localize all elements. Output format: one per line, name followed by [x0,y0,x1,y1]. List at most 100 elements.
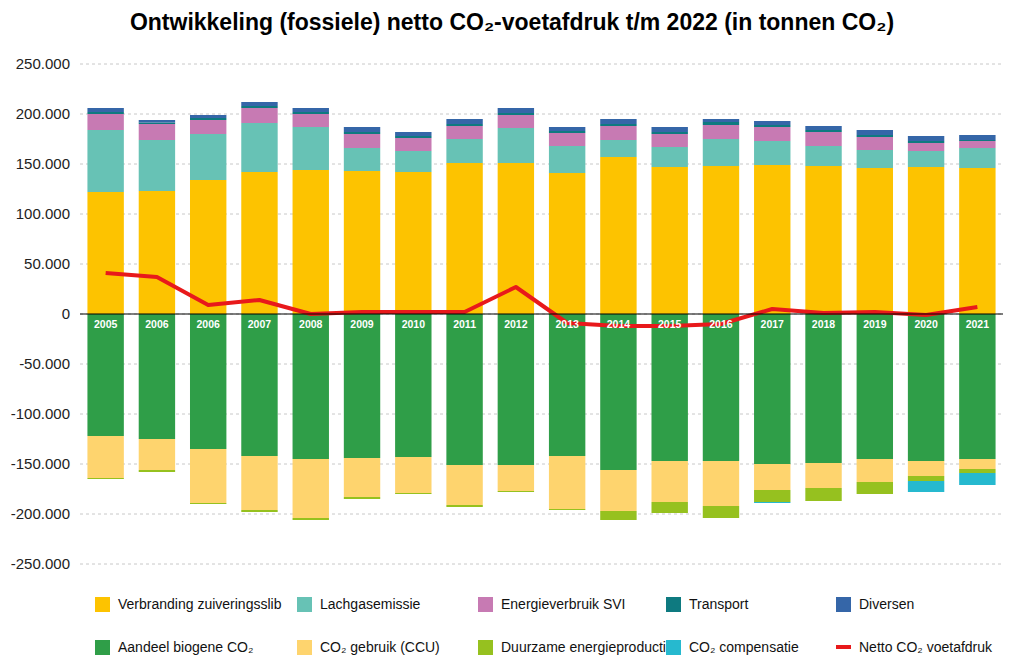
legend-swatch [478,597,493,612]
bar [857,137,893,150]
bar [651,147,687,167]
bar [805,146,841,166]
bar [549,146,585,173]
bar [549,456,585,509]
bar [651,127,687,128]
bar [344,314,380,458]
x-tick-label: 2015 [658,318,682,330]
zero-line [80,313,1003,314]
bar [703,122,739,125]
bar [857,135,893,137]
x-tick-label: 2020 [914,318,938,330]
grid-line [80,314,1003,315]
bar [241,510,277,512]
bar [498,314,534,465]
bar [959,168,995,314]
bar [293,127,329,170]
bar [908,151,944,167]
bar [651,127,687,132]
y-tick-label: -150.000 [11,455,70,472]
bar [139,120,175,123]
bar [293,114,329,127]
bar [959,140,995,141]
bar [754,464,790,490]
bar [600,119,636,124]
bar [395,136,431,138]
bar [139,470,175,472]
bar [87,314,123,436]
bar [395,457,431,493]
bar [395,314,431,457]
bar [241,456,277,510]
bar [805,166,841,314]
bar [190,120,226,134]
grid-line [80,114,1003,115]
bar [703,461,739,506]
legend-label: CO₂ compensatie [689,639,799,655]
bar [446,119,482,124]
bar [805,126,841,130]
bar [344,171,380,314]
legend-label: Transport [689,596,749,612]
bar [139,124,175,140]
x-tick-label: 2010 [402,318,426,330]
bar [651,167,687,314]
bar [754,490,790,502]
chart: Ontwikkeling (fossiele) netto CO₂-voetaf… [0,0,1024,664]
x-tick-label: 2021 [966,318,990,330]
bar [754,127,790,141]
x-tick-label: 2013 [555,318,579,330]
bar [805,126,841,127]
bar [600,124,636,126]
bar [857,130,893,131]
bar [908,167,944,314]
bar [651,132,687,134]
y-tick-label: 50.000 [24,255,70,272]
bar [959,135,995,140]
bar [754,141,790,165]
bar [190,134,226,180]
bar [754,314,790,464]
bar [344,458,380,497]
grid-line [80,564,1003,565]
bar [857,150,893,168]
bar [600,470,636,511]
bar [87,478,123,479]
bar [241,102,277,106]
bar [703,119,739,122]
legend-swatch [95,597,110,612]
bar [498,465,534,491]
legend-swatch [297,597,312,612]
title: Ontwikkeling (fossiele) netto CO₂-voetaf… [130,9,894,35]
legend-label: Aandeel biogene CO₂ [118,639,253,655]
bar [190,118,226,120]
bar [805,314,841,463]
legend-label: Energieverbruik SVI [501,596,626,612]
bar [498,491,534,492]
bar [293,108,329,112]
x-tick-label: 2019 [863,318,887,330]
x-tick-label: 2005 [94,318,118,330]
bar [498,113,534,115]
y-tick-label: 100.000 [16,205,70,222]
bar [446,505,482,507]
bar [908,314,944,461]
bar [703,314,739,461]
plot-area [87,102,995,520]
grid-line [80,514,1003,515]
bar [241,172,277,314]
legend-label: Netto CO₂ voetafdruk [859,639,993,655]
bar [446,163,482,314]
bar [446,124,482,126]
bar [498,108,534,113]
bar [87,108,123,112]
bar [395,132,431,133]
bar [549,173,585,314]
bar [549,127,585,128]
bar [651,461,687,502]
legend-label: CO₂ gebruik (CCU) [320,639,440,655]
bar [959,141,995,148]
x-tick-label: 2011 [453,318,476,330]
bar [857,130,893,135]
bar [857,168,893,314]
